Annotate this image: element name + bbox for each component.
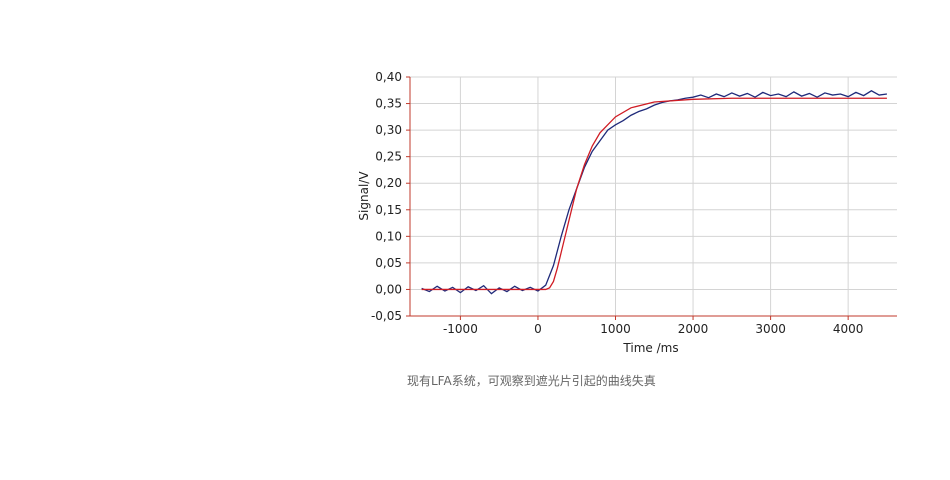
data-line (421, 97, 887, 291)
y-tick-label: 0,05 (375, 256, 402, 270)
x-tick-label: 1000 (600, 322, 631, 336)
y-tick-label: 0,35 (375, 97, 402, 111)
y-tick-label: 0,25 (375, 150, 402, 164)
y-axis-label: Signal/V (357, 171, 371, 221)
x-tick-label: 4000 (833, 322, 864, 336)
y-tick-label: 0,15 (375, 203, 402, 217)
x-tick-label: -1000 (443, 322, 478, 336)
y-tick-label: 0,00 (375, 282, 402, 296)
data-line (421, 90, 888, 295)
x-tick-label: 3000 (755, 322, 786, 336)
x-tick-label: 2000 (678, 322, 709, 336)
y-tick-label: -0,05 (371, 309, 402, 323)
y-tick-label: 0,40 (375, 70, 402, 84)
x-axis-label: Time /ms (622, 341, 678, 355)
y-tick-label: 0,20 (375, 176, 402, 190)
x-tick-label: 0 (534, 322, 542, 336)
caption: 现有LFA系统，可观察到遮光片引起的曲线失真 (407, 374, 656, 388)
y-tick-label: 0,10 (375, 229, 402, 243)
y-tick-label: 0,30 (375, 123, 402, 137)
